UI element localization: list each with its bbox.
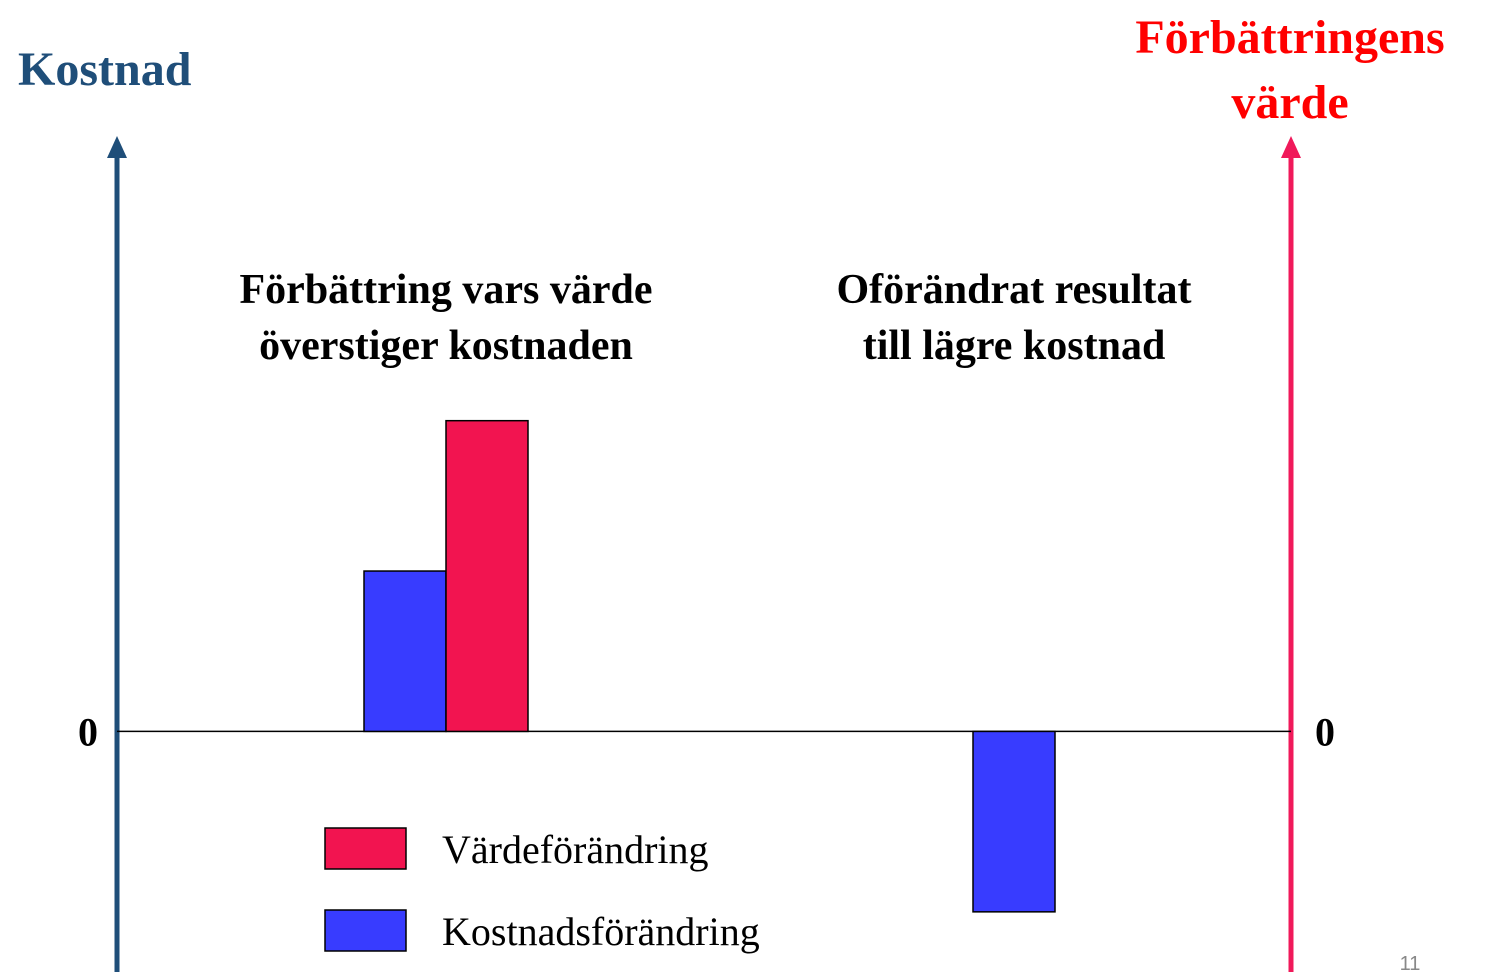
y-axis-title: Kostnad (18, 43, 192, 96)
y-axis-arrow (107, 136, 127, 158)
y2-tick-label: 0 (1315, 709, 1335, 754)
category-label: överstiger kostnaden (259, 323, 633, 369)
bar (363, 570, 447, 733)
legend-swatch (324, 909, 407, 952)
bar (445, 419, 529, 733)
y2-axis-title: värde (1231, 76, 1348, 129)
category-label: Oförändrat resultat (836, 267, 1191, 313)
y-tick-label: 0 (78, 709, 98, 754)
legend-label: Värdeförändring (442, 827, 709, 872)
y2-axis-title: Förbättringens (1135, 11, 1444, 64)
slide-number: 11 (1400, 953, 1421, 972)
legend-label: Kostnadsförändring (442, 909, 760, 954)
category-label: till lägre kostnad (863, 323, 1166, 369)
bar (972, 730, 1056, 913)
category-label: Förbättring vars värde (240, 267, 653, 313)
y2-axis-arrow (1281, 136, 1301, 158)
legend-swatch (324, 827, 407, 870)
